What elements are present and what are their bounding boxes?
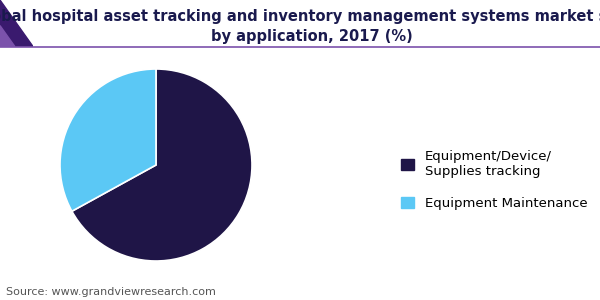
Wedge shape bbox=[60, 69, 156, 211]
Polygon shape bbox=[0, 0, 33, 46]
Text: Global hospital asset tracking and inventory management systems market share,
by: Global hospital asset tracking and inven… bbox=[0, 9, 600, 44]
Legend: Equipment/Device/
Supplies tracking, Equipment Maintenance: Equipment/Device/ Supplies tracking, Equ… bbox=[401, 150, 587, 210]
Wedge shape bbox=[72, 69, 252, 261]
Text: Source: www.grandviewresearch.com: Source: www.grandviewresearch.com bbox=[6, 287, 216, 297]
Polygon shape bbox=[0, 26, 15, 46]
